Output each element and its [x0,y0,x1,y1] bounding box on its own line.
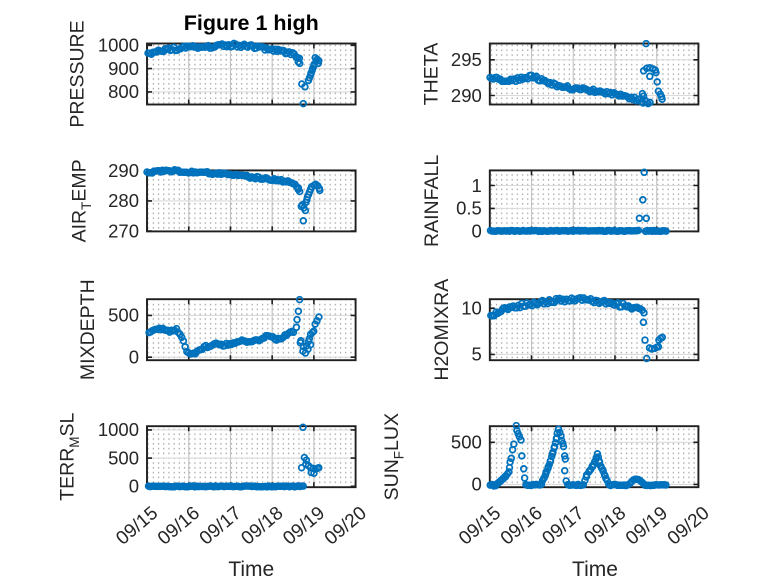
svg-text:900: 900 [108,58,139,79]
svg-text:0: 0 [129,347,139,368]
svg-text:0.5: 0.5 [456,198,482,219]
svg-text:PRESSURE: PRESSURE [66,20,88,127]
svg-text:0: 0 [129,476,139,497]
svg-text:0: 0 [472,474,482,495]
svg-text:0: 0 [472,221,482,242]
svg-text:10: 10 [461,298,482,319]
svg-text:270: 270 [108,220,139,241]
svg-text:500: 500 [451,432,482,453]
svg-text:500: 500 [108,305,139,326]
svg-text:295: 295 [451,49,482,70]
svg-text:AIRTEMP: AIRTEMP [68,159,94,242]
svg-text:1000: 1000 [98,35,139,56]
svg-text:Figure 1 high: Figure 1 high [184,11,319,35]
svg-text:290: 290 [451,85,482,106]
svg-text:TERRMSL: TERRMSL [57,412,83,500]
svg-text:290: 290 [108,160,139,181]
svg-text:RAINFALL: RAINFALL [421,155,443,247]
svg-text:800: 800 [108,81,139,102]
svg-text:1000: 1000 [98,419,139,440]
svg-text:MIXDEPTH: MIXDEPTH [77,279,99,380]
svg-text:H2OMIXRA: H2OMIXRA [431,279,453,381]
svg-text:SUNFLUX: SUNFLUX [381,413,407,500]
svg-text:Time: Time [228,558,274,581]
svg-text:Time: Time [572,558,618,581]
svg-text:THETA: THETA [421,43,443,105]
svg-text:280: 280 [108,190,139,211]
svg-text:1: 1 [472,175,482,196]
svg-text:5: 5 [472,344,482,365]
svg-text:500: 500 [108,447,139,468]
